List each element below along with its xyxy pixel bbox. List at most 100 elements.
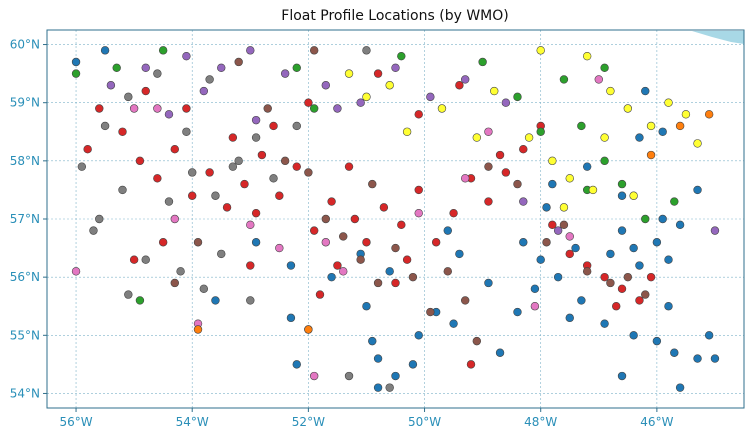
float-profile-point xyxy=(635,261,644,270)
float-profile-point xyxy=(280,156,290,166)
float-profile-point xyxy=(379,203,389,212)
float-profile-point xyxy=(391,63,400,73)
float-profile-point xyxy=(397,51,406,61)
float-profile-point xyxy=(652,336,662,346)
chart-title: Float Profile Locations (by WMO) xyxy=(281,8,508,24)
float-profile-point xyxy=(693,185,702,195)
float-profile-point xyxy=(600,63,609,73)
y-tick-label: 58°N xyxy=(10,154,40,168)
float-profile-point xyxy=(635,296,644,305)
float-profile-point xyxy=(199,86,209,96)
float-profile-point xyxy=(577,296,586,305)
float-profile-point xyxy=(513,307,522,317)
float-profile-point xyxy=(129,255,139,264)
float-profile-point xyxy=(95,104,104,113)
float-profile-point xyxy=(304,325,313,334)
x-tick-label: 50°W xyxy=(408,415,441,429)
float-profile-point xyxy=(565,174,574,183)
float-profile-point xyxy=(339,267,348,276)
float-profile-point xyxy=(565,232,574,241)
y-tick-label: 55°N xyxy=(10,328,40,342)
float-profile-point xyxy=(391,371,400,381)
float-profile-point xyxy=(129,104,139,113)
float-profile-point xyxy=(524,133,534,142)
float-profile-point xyxy=(414,185,423,195)
float-profile-point xyxy=(373,354,383,363)
float-profile-point xyxy=(606,249,615,259)
float-profile-point xyxy=(484,278,493,288)
float-profile-point xyxy=(675,121,685,131)
float-profile-point xyxy=(629,331,638,340)
float-profile-point xyxy=(641,214,650,224)
float-profile-point xyxy=(368,336,377,346)
float-profile-point xyxy=(106,81,116,90)
float-profile-point xyxy=(246,220,255,230)
float-profile-point xyxy=(309,226,319,235)
float-profile-point xyxy=(228,162,238,171)
float-profile-point xyxy=(646,272,656,282)
float-profile-point xyxy=(519,197,528,206)
float-profile-point xyxy=(623,104,633,113)
float-profile-point xyxy=(275,243,284,253)
float-profile-point xyxy=(333,261,342,270)
float-profile-point xyxy=(385,81,394,90)
float-profile-point xyxy=(275,191,284,200)
float-profile-point xyxy=(600,156,609,166)
float-profile-point xyxy=(553,272,563,282)
float-profile-point xyxy=(617,284,627,293)
float-profile-point xyxy=(484,127,493,136)
float-profile-point xyxy=(211,191,220,200)
float-profile-point xyxy=(362,92,371,102)
float-profile-point xyxy=(327,197,336,206)
float-profile-point xyxy=(449,319,458,328)
float-profile-point xyxy=(495,150,505,160)
float-profile-point xyxy=(617,371,627,381)
float-profile-point xyxy=(402,255,412,264)
float-profile-point xyxy=(565,249,574,259)
float-profile-point xyxy=(646,121,656,131)
float-profile-point xyxy=(681,110,691,119)
float-profile-point xyxy=(153,174,162,183)
gridlines xyxy=(47,30,744,408)
float-profile-point xyxy=(309,46,319,55)
float-profile-point xyxy=(89,226,98,235)
float-profile-point xyxy=(304,168,313,177)
float-profile-point xyxy=(292,63,301,73)
float-profile-point xyxy=(617,179,627,189)
float-profile-point xyxy=(362,238,371,247)
float-profile-point xyxy=(704,331,714,340)
float-profile-point xyxy=(565,313,574,323)
float-profile-point xyxy=(205,75,214,84)
float-profile-point xyxy=(536,46,545,55)
float-profile-point xyxy=(443,226,452,235)
float-profile-point xyxy=(635,133,644,142)
float-profile-point xyxy=(309,371,319,381)
y-tick-label: 60°N xyxy=(10,38,40,52)
float-profile-point xyxy=(356,255,365,264)
float-profile-point xyxy=(623,272,633,282)
float-profile-point xyxy=(693,139,702,148)
float-profile-point xyxy=(193,238,203,247)
float-profile-point xyxy=(559,220,569,230)
float-profile-point xyxy=(182,51,191,61)
float-profile-point xyxy=(612,302,621,311)
float-profile-point xyxy=(153,104,162,113)
float-profile-point xyxy=(321,81,330,90)
float-profile-point xyxy=(164,197,174,206)
float-profile-point xyxy=(153,69,162,78)
float-profile-point xyxy=(251,115,261,125)
float-profile-point xyxy=(530,302,540,311)
float-profile-point xyxy=(519,238,528,247)
float-profile-point xyxy=(292,121,301,131)
float-profile-point xyxy=(234,57,243,67)
float-profile-point xyxy=(257,150,267,160)
land-patch xyxy=(692,31,744,44)
float-profile-point xyxy=(124,92,133,102)
float-profile-point xyxy=(71,57,81,67)
float-profile-point xyxy=(501,168,511,177)
float-profile-point xyxy=(217,63,226,73)
float-profile-point xyxy=(344,162,354,171)
float-profile-point xyxy=(385,383,394,392)
float-profile-point xyxy=(100,46,110,55)
float-profile-point xyxy=(350,214,360,224)
